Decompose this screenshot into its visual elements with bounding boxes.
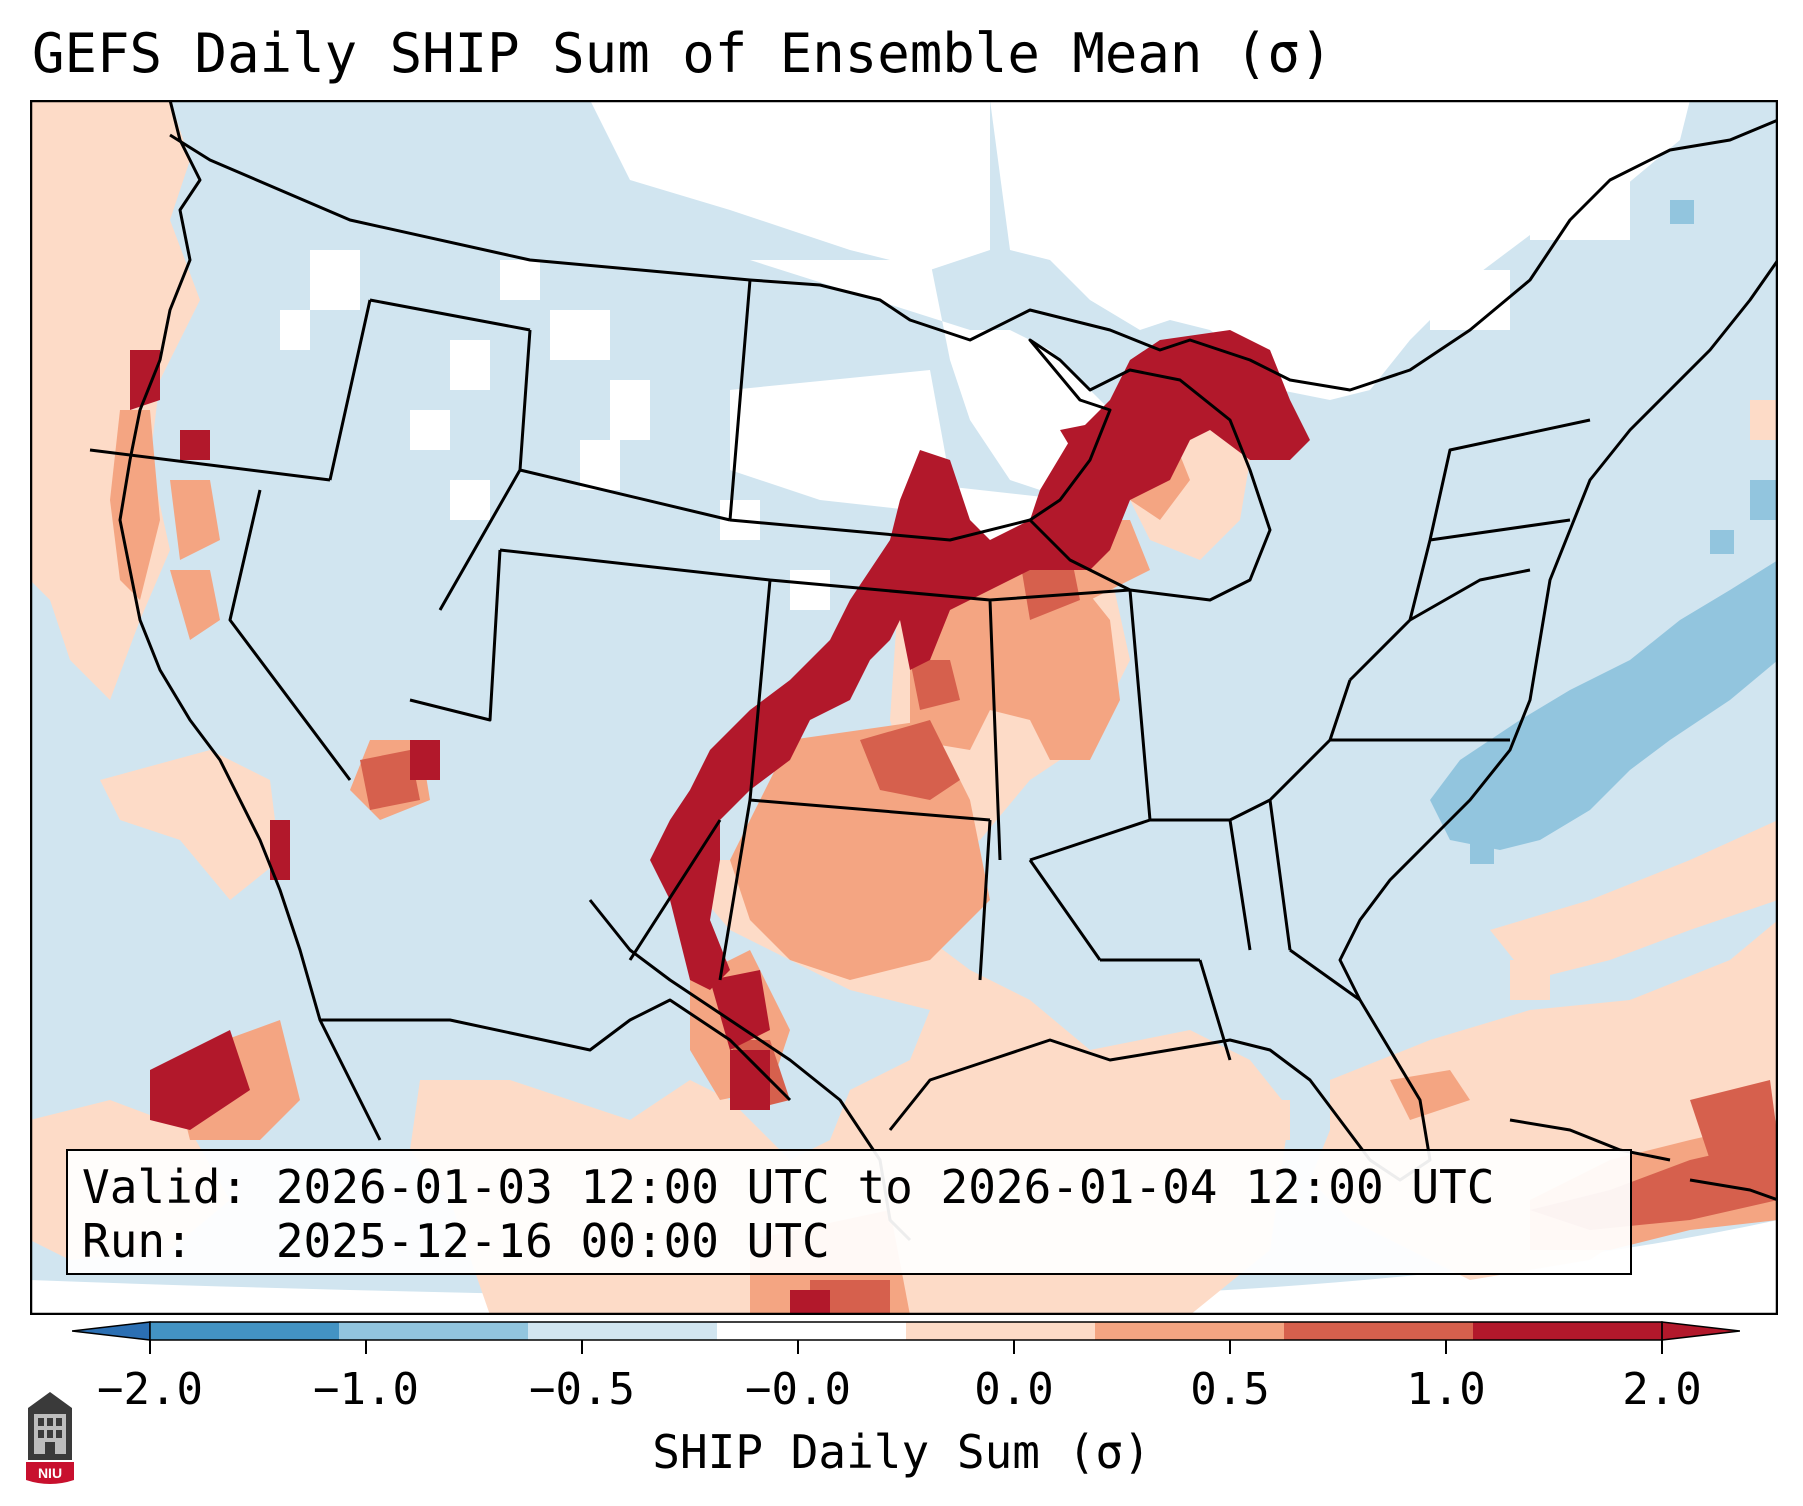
niu-seal-icon: NIU (22, 1388, 78, 1488)
colorbar-bin (528, 1322, 718, 1340)
negative-field-atlantic (1430, 560, 1778, 850)
map-panel (30, 100, 1778, 1315)
colorbar-bin (150, 1322, 340, 1340)
colorbar-tick-label: 0.0 (974, 1364, 1054, 1415)
colorbar-tick-label: 0.5 (1190, 1364, 1270, 1415)
projection-corner-bottom (30, 1220, 1778, 1315)
map-border (30, 100, 1778, 1315)
colorbar-tick-label: 2.0 (1622, 1364, 1702, 1415)
colorbar-tick-label: −0.0 (745, 1364, 851, 1415)
colorbar-bin (1284, 1322, 1474, 1340)
colorbar-tick-label: −1.0 (313, 1364, 419, 1415)
colorbar-extend-over (1661, 1321, 1741, 1341)
colorbar-bin (717, 1322, 907, 1340)
run-time-text: Run: 2025-12-16 00:00 UTC (82, 1214, 830, 1268)
map-title: GEFS Daily SHIP Sum of Ensemble Mean (σ) (32, 22, 1333, 85)
colorbar-bin (1095, 1322, 1285, 1340)
colorbar-tick-label: −0.5 (529, 1364, 635, 1415)
positive-field-extreme (130, 330, 1310, 1315)
colorbar-label: SHIP Daily Sum (σ) (652, 1425, 1151, 1479)
great-lakes (1028, 338, 1272, 602)
mexico-border (320, 998, 792, 1102)
neutral-field-north (280, 100, 1690, 610)
niu-logo-text: NIU (38, 1465, 62, 1481)
validity-info-box: Valid: 2026-01-03 12:00 UTC to 2026-01-0… (66, 1149, 1632, 1275)
valid-time-text: Valid: 2026-01-03 12:00 UTC to 2026-01-0… (82, 1160, 1495, 1214)
colorbar-outline (149, 1321, 1663, 1341)
canada-border (169, 118, 1778, 392)
state-borders (89, 279, 1591, 1061)
colorbar-tick-label: 1.0 (1406, 1364, 1486, 1415)
colorbar-bin (1473, 1322, 1663, 1340)
colorbar-tick-label: −2.0 (97, 1364, 203, 1415)
colorbar-bin (339, 1322, 529, 1340)
colorbar-bin (906, 1322, 1096, 1340)
colorbar (71, 1318, 1741, 1362)
west-coast (118, 100, 382, 1141)
caribbean-islands (1509, 1118, 1778, 1202)
colorbar-extend-under (71, 1321, 151, 1341)
